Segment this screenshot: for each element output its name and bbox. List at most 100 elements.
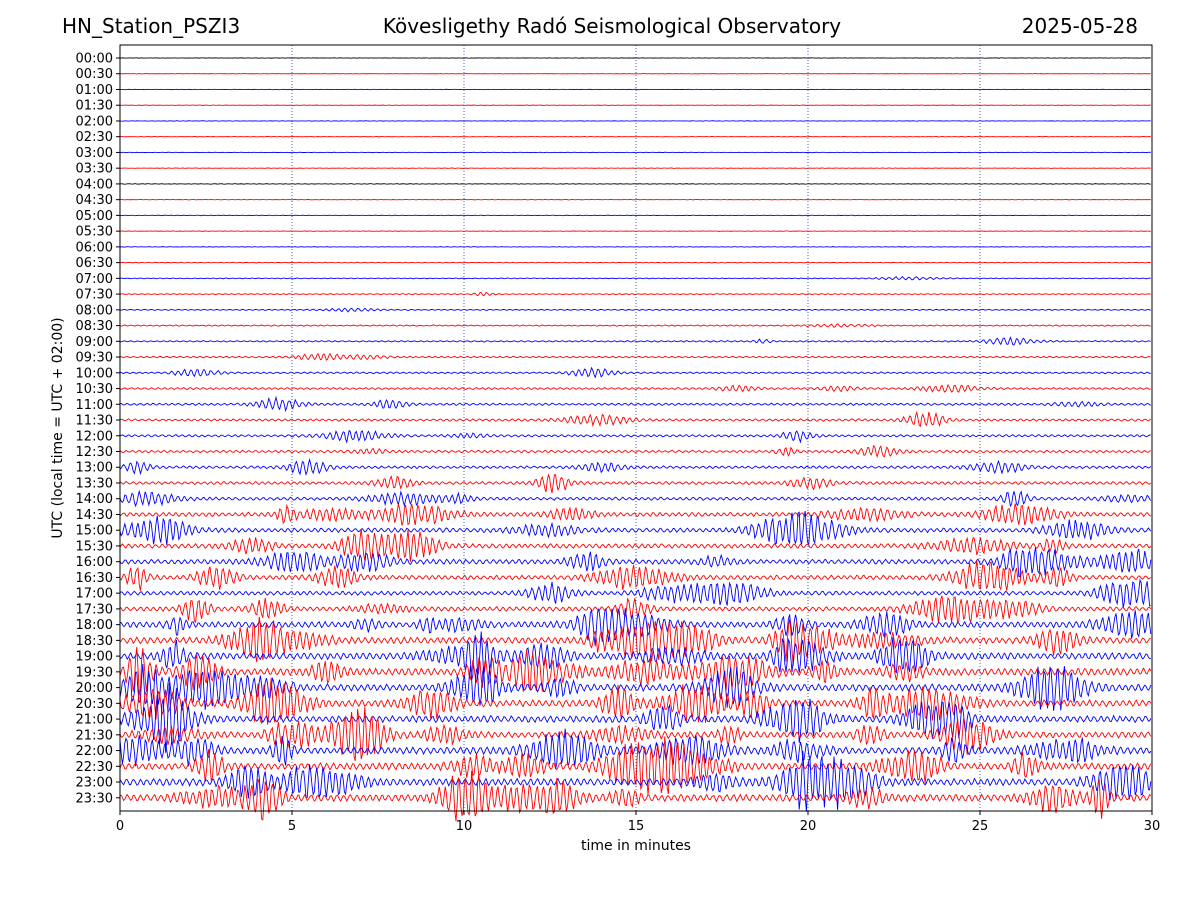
y-tick-label: 00:00	[76, 52, 113, 67]
trace-1330	[119, 473, 1152, 494]
chart-title: Kövesligethy Radó Seismological Observat…	[382, 14, 842, 38]
trace-2230	[119, 736, 1152, 796]
y-tick-label: 18:00	[76, 618, 113, 633]
y-tick-label: 09:30	[76, 351, 113, 366]
trace-0630	[119, 261, 1151, 264]
trace-2200	[119, 728, 1152, 770]
y-tick-label: 15:00	[76, 524, 113, 539]
y-tick-label: 09:00	[76, 335, 113, 350]
y-tick-label: 10:00	[76, 366, 113, 381]
trace-2100	[119, 682, 1152, 753]
y-tick-label: 20:00	[76, 681, 113, 696]
y-tick-label: 21:30	[76, 728, 113, 743]
y-tick-label: 06:30	[76, 256, 113, 271]
y-tick-label: 19:00	[76, 650, 113, 665]
y-tick-label: 23:00	[76, 776, 113, 791]
y-tick-label: 06:00	[76, 240, 113, 255]
trace-1530	[119, 528, 1152, 562]
y-tick-label: 05:00	[76, 209, 113, 224]
trace-2130	[119, 706, 1152, 762]
x-axis-ticks: 0 5 10 15 20 25 30	[116, 811, 1160, 834]
x-tick-label: 25	[972, 819, 989, 834]
trace-1500	[119, 510, 1152, 546]
y-tick-label: 04:00	[76, 177, 113, 192]
y-tick-label: 17:00	[76, 587, 113, 602]
trace-0600	[119, 246, 1151, 248]
y-axis-label: UTC (local time = UTC + 02:00)	[50, 317, 66, 538]
y-tick-label: 00:30	[76, 67, 113, 82]
station-name: HN_Station_PSZI3	[62, 14, 241, 38]
trace-1600	[119, 547, 1152, 578]
y-tick-label: 03:00	[76, 146, 113, 161]
x-tick-label: 0	[116, 819, 124, 834]
y-tick-label: 20:30	[76, 697, 113, 712]
y-tick-label: 21:00	[76, 713, 113, 728]
x-tick-label: 5	[288, 819, 296, 834]
trace-0700	[119, 275, 1151, 281]
x-tick-label: 20	[800, 819, 817, 834]
y-tick-label: 11:00	[76, 398, 113, 413]
y-tick-label: 12:30	[76, 445, 113, 460]
y-tick-label: 10:30	[76, 382, 113, 397]
trace-1130	[119, 410, 1152, 428]
trace-1030	[119, 383, 1151, 393]
y-tick-label: 02:00	[76, 114, 113, 129]
y-tick-label: 11:30	[76, 414, 113, 429]
trace-1730	[119, 595, 1152, 625]
y-tick-label: 18:30	[76, 634, 113, 649]
trace-group	[119, 57, 1152, 822]
y-tick-label: 08:30	[76, 319, 113, 334]
trace-1430	[119, 503, 1152, 526]
y-tick-label: 19:30	[76, 665, 113, 680]
trace-0800	[119, 307, 1151, 313]
trace-0300	[119, 151, 1151, 154]
trace-1000	[119, 366, 1151, 379]
y-tick-label: 12:00	[76, 429, 113, 444]
y-tick-label: 04:30	[76, 193, 113, 208]
y-tick-label: 13:30	[76, 476, 113, 491]
trace-0830	[119, 323, 1151, 328]
x-tick-label: 10	[456, 819, 473, 834]
y-tick-label: 05:30	[76, 225, 113, 240]
trace-1100	[119, 395, 1152, 413]
trace-1200	[119, 429, 1151, 444]
y-tick-label: 14:30	[76, 508, 113, 523]
x-tick-label: 30	[1144, 819, 1161, 834]
trace-1900	[119, 631, 1151, 681]
trace-2330	[119, 770, 1152, 822]
trace-0930	[119, 352, 1151, 361]
trace-0730	[119, 291, 1151, 297]
y-tick-label: 15:30	[76, 539, 113, 554]
x-axis-label: time in minutes	[581, 838, 691, 854]
y-tick-label: 01:00	[76, 83, 113, 98]
trace-1800	[119, 607, 1152, 647]
y-tick-label: 07:30	[76, 288, 113, 303]
y-tick-label: 03:30	[76, 162, 113, 177]
trace-2000	[119, 663, 1152, 711]
grid-lines	[291, 45, 981, 811]
y-tick-label: 16:30	[76, 571, 113, 586]
y-tick-label: 22:30	[76, 760, 113, 775]
y-tick-label: 08:00	[76, 303, 113, 318]
y-tick-label: 22:00	[76, 744, 113, 759]
trace-0900	[119, 336, 1151, 346]
trace-1630	[119, 560, 1152, 591]
y-tick-label: 02:30	[76, 130, 113, 145]
trace-1300	[119, 457, 1152, 476]
y-tick-label: 17:30	[76, 602, 113, 617]
trace-1400	[119, 489, 1152, 508]
y-axis-ticks: 00:0000:3001:0001:3002:0002:3003:0003:30…	[76, 52, 120, 806]
y-tick-label: 14:00	[76, 492, 113, 507]
y-tick-label: 23:30	[76, 791, 113, 806]
x-tick-label: 15	[628, 819, 645, 834]
trace-2300	[119, 751, 1152, 812]
y-tick-label: 01:30	[76, 99, 113, 114]
trace-2030	[119, 677, 1152, 725]
trace-1930	[119, 646, 1152, 694]
y-tick-label: 13:00	[76, 461, 113, 476]
trace-0500	[119, 214, 1151, 217]
chart-date: 2025-05-28	[1021, 14, 1138, 38]
trace-0400	[119, 183, 1151, 185]
trace-1230	[119, 444, 1151, 458]
